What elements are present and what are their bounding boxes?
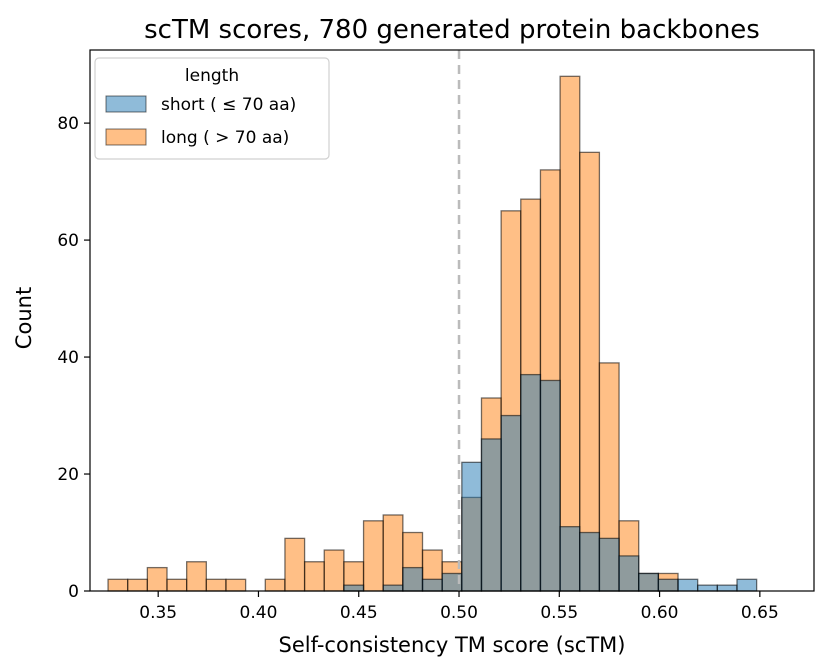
bar-short-16 (421, 578, 443, 592)
bar-short-23 (559, 526, 581, 592)
y-tick-label: 60 (57, 231, 79, 251)
bar-short-15 (402, 566, 424, 592)
chart-title: scTM scores, 780 generated protein backb… (144, 15, 760, 45)
bar-short-18 (461, 461, 483, 592)
bar-long-4 (186, 561, 207, 592)
bar-short-19 (480, 438, 502, 592)
bar-short-12 (343, 584, 365, 592)
bar-short-14 (382, 584, 404, 592)
bar-long-10 (303, 561, 325, 592)
legend-swatch-short (105, 95, 147, 113)
bar-long-24 (579, 151, 601, 592)
bar-long-11 (323, 549, 345, 592)
y-tick-label: 80 (57, 114, 79, 134)
x-tick-label: 0.40 (240, 603, 278, 623)
y-tick-label: 40 (57, 348, 79, 368)
bar-short-32 (736, 578, 758, 592)
bar-short-21 (520, 373, 542, 592)
bar-long-0 (107, 578, 129, 592)
axes-frame (89, 49, 815, 592)
bar-long-14 (382, 514, 404, 592)
bar-long-13 (362, 520, 384, 592)
bar-long-2 (146, 566, 168, 592)
x-tick-label: 0.65 (741, 603, 779, 623)
bar-short-26 (618, 555, 640, 592)
bar-short-30 (697, 584, 718, 592)
y-axis-label: Count (12, 287, 36, 349)
x-axis-label: Self-consistency TM score (scTM) (279, 633, 626, 657)
y-tick-label: 20 (57, 465, 79, 485)
bar-short-24 (579, 531, 601, 592)
legend-title: length (185, 66, 239, 86)
x-tick-label: 0.55 (540, 603, 578, 623)
y-axis-ticks: 0 20 40 60 80 (57, 114, 90, 602)
short-series-bars (343, 373, 758, 592)
bar-long-9 (284, 537, 306, 592)
bar-long-1 (127, 578, 149, 592)
bar-short-31 (716, 584, 738, 592)
bar-long-5 (205, 578, 227, 592)
x-tick-label: 0.45 (340, 603, 378, 623)
bar-long-8 (264, 578, 286, 592)
x-tick-label: 0.50 (440, 603, 478, 623)
legend: length short ( ≤ 70 aa) long ( > 70 aa) (94, 57, 330, 160)
y-tick-label: 0 (68, 582, 79, 602)
x-axis-ticks: 0.35 0.40 0.45 0.50 0.55 0.60 0.65 (139, 591, 779, 623)
legend-swatch-long (105, 128, 147, 146)
x-tick-label: 0.35 (139, 603, 177, 623)
bar-short-28 (657, 578, 679, 592)
legend-label-long: long ( > 70 aa) (161, 128, 289, 148)
x-tick-label: 0.60 (641, 603, 679, 623)
bar-long-23 (559, 75, 581, 592)
bar-short-29 (677, 578, 699, 592)
legend-frame (94, 57, 330, 160)
bar-short-22 (539, 379, 561, 592)
bar-short-27 (638, 572, 660, 592)
bar-short-25 (598, 537, 620, 592)
bar-long-3 (166, 578, 188, 592)
legend-label-short: short ( ≤ 70 aa) (161, 95, 296, 115)
bar-long-6 (225, 578, 247, 592)
bar-short-20 (500, 414, 522, 592)
